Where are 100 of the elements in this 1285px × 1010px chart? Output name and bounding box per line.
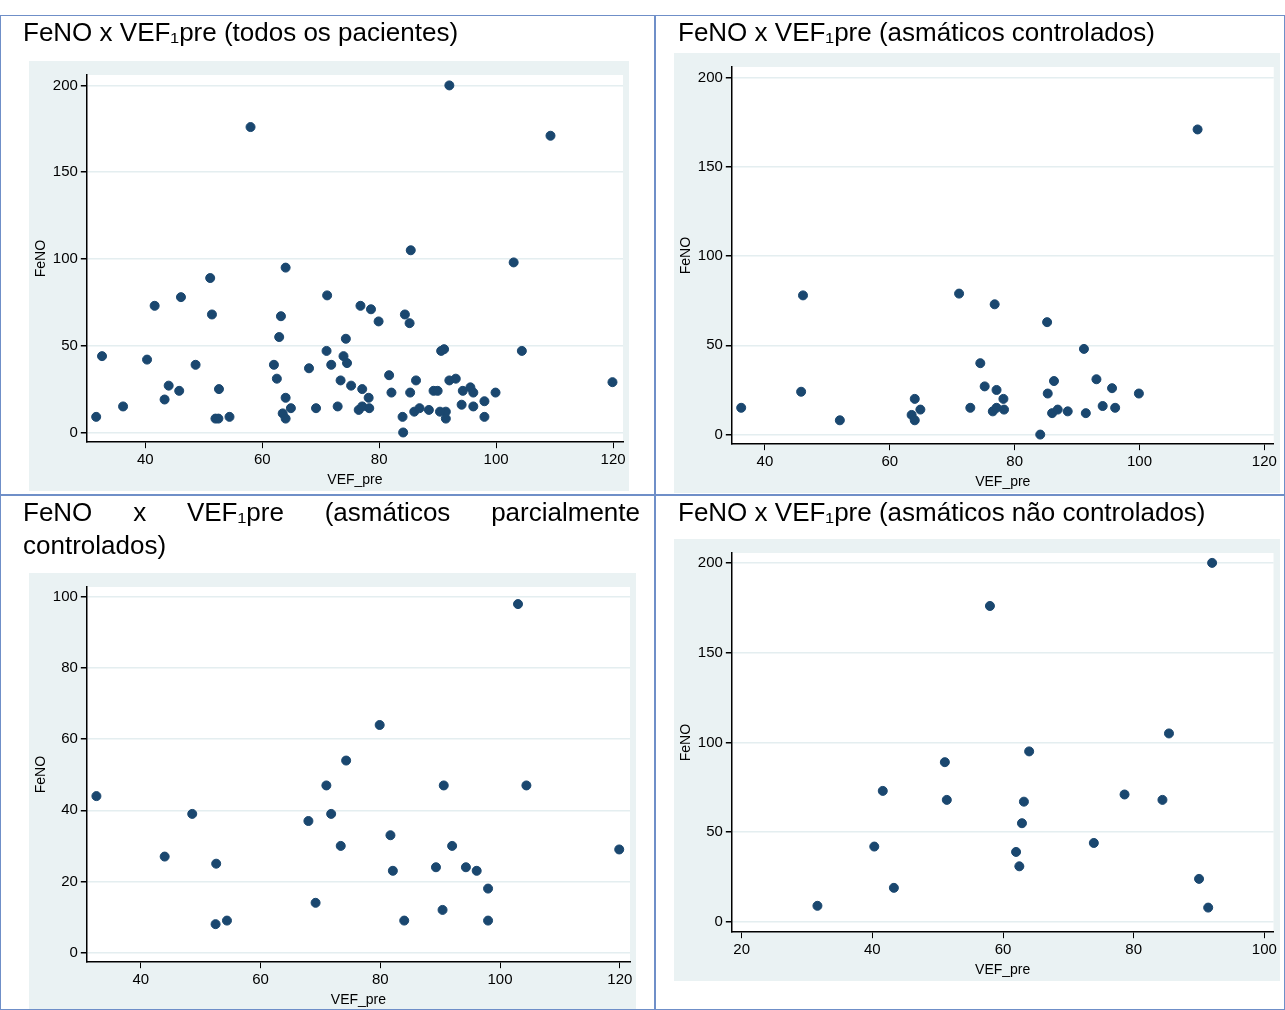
x-tick-label: 60 (881, 452, 899, 470)
point (1048, 376, 1059, 387)
point (798, 290, 808, 301)
point (374, 719, 385, 730)
point (1203, 902, 1214, 913)
point (438, 780, 449, 791)
point (387, 865, 398, 876)
point (91, 791, 102, 802)
point (399, 915, 410, 926)
y-tick-label: 100 (52, 249, 78, 267)
x-tick-label: 60 (253, 450, 271, 468)
point (909, 393, 920, 404)
y-tick-label: 100 (697, 732, 723, 750)
chart-title: FeNO x VEF₁pre (asmáticos não controlados) (678, 496, 1207, 529)
point (979, 381, 990, 392)
x-tick-label: 60 (994, 940, 1012, 958)
x-tick-label: 100 (487, 970, 513, 988)
point (210, 919, 221, 930)
y-tick-label: 40 (61, 800, 78, 818)
x-tick-label: 20 (733, 940, 750, 958)
point (1042, 388, 1053, 399)
point (1110, 402, 1121, 413)
x-tick-label: 80 (1006, 452, 1023, 470)
point (1097, 401, 1108, 412)
point (939, 757, 950, 768)
point (1052, 404, 1063, 415)
point (1207, 557, 1218, 568)
point (965, 402, 976, 413)
point (211, 858, 222, 869)
point (1035, 429, 1046, 440)
point (915, 404, 926, 415)
y-axis-title: FeNO (677, 723, 694, 762)
y-tick-label: 150 (697, 642, 723, 660)
point (310, 897, 321, 908)
point (888, 882, 899, 893)
x-tick-label: 100 (1251, 940, 1277, 958)
x-tick-label: 40 (863, 940, 881, 958)
y-tick-label: 100 (697, 246, 723, 264)
point (869, 841, 880, 852)
x-tick-label: 100 (483, 450, 509, 468)
y-axis-title: FeNO (32, 239, 49, 278)
y-tick-label: 60 (61, 729, 78, 747)
point (989, 299, 1000, 310)
point (991, 384, 1002, 395)
point (796, 386, 807, 397)
point (1078, 343, 1089, 354)
x-tick-label: 40 (756, 452, 774, 470)
point (221, 915, 232, 926)
chart-title: FeNO x VEF₁pre (todos os pacientes) (23, 16, 460, 49)
x-axis-title: VEF_pre (975, 961, 1031, 978)
point (1163, 728, 1174, 739)
y-tick-label: 0 (69, 942, 78, 960)
y-tick-label: 50 (706, 822, 723, 840)
y-tick-label: 200 (52, 75, 78, 93)
x-tick-label: 100 (1127, 452, 1153, 470)
point (1133, 388, 1144, 399)
point (812, 900, 823, 911)
point (385, 830, 396, 841)
x-tick-label: 120 (1251, 452, 1277, 470)
y-tick-label: 50 (706, 335, 723, 353)
point (1119, 789, 1130, 800)
point (483, 883, 494, 894)
point (187, 808, 198, 819)
y-tick-label: 200 (697, 67, 723, 85)
point (1024, 746, 1035, 757)
point (1192, 124, 1203, 135)
x-tick-label: 80 (371, 970, 389, 988)
y-tick-label: 150 (697, 157, 723, 175)
point (1157, 794, 1168, 805)
point (521, 780, 532, 791)
point (1014, 861, 1025, 872)
point (1016, 818, 1027, 829)
point (941, 794, 952, 805)
point (471, 865, 482, 876)
x-tick-label: 40 (136, 450, 154, 468)
point (326, 808, 337, 819)
point (447, 840, 458, 851)
point (430, 862, 441, 873)
point (975, 358, 986, 369)
point (984, 600, 995, 611)
x-axis-title: VEF_pre (975, 473, 1031, 490)
point (159, 851, 170, 862)
point (834, 415, 845, 426)
y-tick-label: 0 (714, 912, 723, 930)
point (437, 904, 448, 915)
y-axis-title: FeNO (677, 236, 694, 275)
point (1080, 408, 1091, 419)
chart-title: FeNO x VEF₁pre (asmáticos parcialmente controlados) (23, 496, 640, 562)
x-tick-label: 120 (600, 450, 626, 468)
point (1091, 374, 1102, 385)
point (877, 785, 888, 796)
point (1062, 406, 1073, 417)
y-axis-title: FeNO (32, 755, 49, 794)
point (1107, 383, 1118, 394)
point (321, 780, 332, 791)
x-tick-label: 80 (1125, 940, 1143, 958)
point (341, 755, 352, 766)
y-tick-label: 80 (61, 658, 78, 676)
y-tick-label: 50 (61, 335, 78, 353)
point (513, 599, 524, 610)
